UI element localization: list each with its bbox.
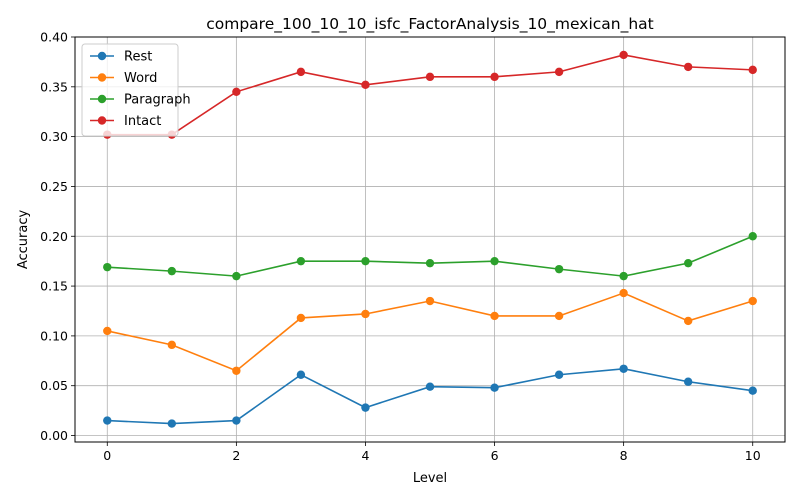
data-point-rest <box>683 377 693 386</box>
data-point-intact <box>296 67 306 77</box>
data-point-intact <box>232 87 241 96</box>
data-point-paragraph <box>554 264 564 274</box>
x-tick-label: 10 <box>745 448 761 463</box>
data-point-paragraph <box>425 258 435 268</box>
data-point-rest <box>232 416 241 425</box>
series-word <box>103 288 757 375</box>
data-point-intact <box>683 62 693 72</box>
series-intact <box>103 50 757 139</box>
data-point-word <box>490 311 499 321</box>
data-point-rest <box>103 416 112 425</box>
legend-label: Rest <box>124 50 152 65</box>
x-tick-label: 2 <box>232 448 240 463</box>
legend-swatch-marker <box>97 73 107 82</box>
legend-label: Paragraph <box>124 93 191 108</box>
data-point-paragraph <box>490 256 499 266</box>
data-point-word <box>167 340 177 350</box>
series-rest <box>103 364 757 428</box>
data-point-word <box>554 311 564 321</box>
x-axis-title: Level <box>413 471 447 486</box>
y-tick-label: 0.35 <box>40 79 68 94</box>
y-tick-label: 0.20 <box>40 229 68 244</box>
data-point-paragraph <box>167 266 177 276</box>
data-point-paragraph <box>232 271 241 281</box>
x-tick-label: 4 <box>361 448 369 463</box>
legend-item-word: Word <box>90 71 157 86</box>
data-point-intact <box>748 65 757 75</box>
data-point-intact <box>361 80 370 90</box>
data-point-rest <box>296 370 306 379</box>
data-point-paragraph <box>683 258 693 268</box>
chart-title: compare_100_10_10_isfc_FactorAnalysis_10… <box>206 15 654 34</box>
data-point-rest <box>425 382 435 391</box>
legend: Rest Word Paragraph Intact <box>81 43 191 137</box>
series-paragraph <box>103 232 757 281</box>
data-point-intact <box>554 67 564 77</box>
ticks: 0 2 4 6 8 10 0.00 0.05 0.10 0.15 0.20 0.25 0.30 0.35 0… <box>40 30 761 464</box>
y-tick-label: 0.15 <box>40 279 68 294</box>
data-point-word <box>683 316 693 326</box>
data-point-rest <box>490 383 499 392</box>
data-point-intact <box>619 50 628 60</box>
legend-label: Intact <box>124 114 161 129</box>
data-point-word <box>232 366 241 375</box>
data-point-rest <box>554 370 564 379</box>
data-point-word <box>361 309 370 319</box>
x-tick-label: 8 <box>620 448 628 463</box>
legend-swatch-marker <box>97 51 107 61</box>
legend-item-paragraph: Paragraph <box>90 93 191 108</box>
y-tick-label: 0.30 <box>40 129 68 144</box>
data-point-word <box>425 296 435 306</box>
data-point-word <box>103 326 112 336</box>
data-point-paragraph <box>361 256 370 266</box>
x-tick-label: 6 <box>491 448 499 463</box>
data-point-intact <box>425 72 435 82</box>
data-point-intact <box>490 72 499 82</box>
data-point-rest <box>748 386 757 395</box>
y-tick-label: 0.00 <box>40 428 68 443</box>
data-point-word <box>748 296 757 306</box>
data-point-paragraph <box>748 232 757 241</box>
data-point-rest <box>167 419 177 428</box>
y-tick-label: 0.05 <box>40 378 68 393</box>
series-layer <box>103 50 757 428</box>
data-point-rest <box>619 364 628 373</box>
y-tick-label: 0.25 <box>40 179 68 194</box>
data-point-word <box>619 288 628 298</box>
x-tick-label: 0 <box>103 448 111 463</box>
legend-box <box>81 43 179 137</box>
data-point-paragraph <box>296 256 306 266</box>
data-point-paragraph <box>103 262 112 272</box>
data-point-rest <box>361 403 370 412</box>
y-axis-title: Accuracy <box>16 210 31 270</box>
legend-item-rest: Rest <box>90 50 152 65</box>
legend-label: Word <box>124 71 157 86</box>
legend-swatch-marker <box>97 116 107 125</box>
plot-frame <box>74 36 786 443</box>
legend-swatch-marker <box>97 94 107 104</box>
legend-item-intact: Intact <box>90 114 161 129</box>
y-tick-label: 0.10 <box>40 328 68 343</box>
data-point-paragraph <box>619 271 628 281</box>
y-tick-label: 0.40 <box>40 30 68 45</box>
data-point-word <box>296 313 306 323</box>
